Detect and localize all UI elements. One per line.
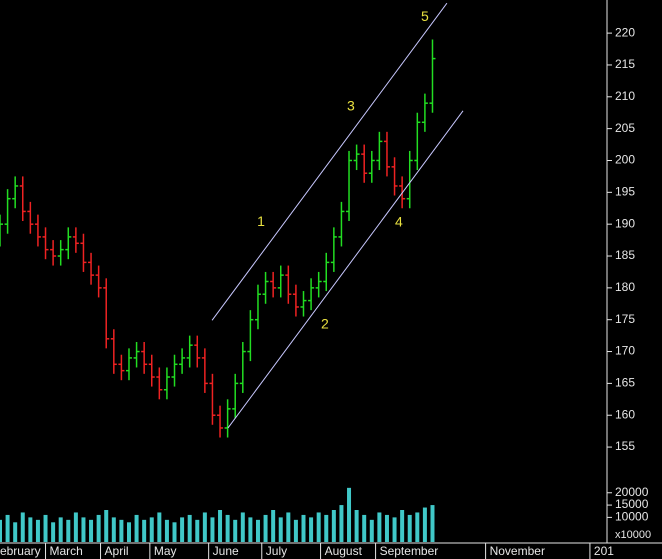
y-tick-label: 175 [615,312,635,326]
volume-bar [362,514,367,542]
volume-bar [195,519,200,542]
volume-bar [89,519,94,542]
volume-bar [43,514,48,542]
volume-bar [104,510,109,542]
volume-bar [271,510,276,542]
x-tick-label: March [50,544,83,558]
volume-bar [278,517,283,542]
wave-label: 1 [257,213,265,229]
volume-bar [225,514,230,542]
volume-bar [81,517,86,542]
x-tick-label: May [154,544,177,558]
volume-bar [309,517,314,542]
volume-bar [157,512,162,542]
volume-bar [240,512,245,542]
y-tick-label: 205 [615,121,635,135]
wave-label: 3 [347,98,355,114]
volume-bar [66,519,71,542]
volume-bar [286,512,291,542]
volume-unit-label: x10000 [615,529,651,541]
y-tick-label: 200 [615,153,635,167]
y-tick-label: 220 [615,25,635,39]
y-tick-label: 160 [615,407,635,421]
y-tick-label: 210 [615,89,635,103]
x-tick-label: August [325,544,363,558]
volume-bar [324,514,329,542]
volume-bar [400,510,405,542]
volume-bar [134,514,139,542]
volume-bar [172,522,177,542]
x-tick-label: July [266,544,287,558]
volume-bar [149,517,154,542]
volume-bar [142,519,147,542]
volume-bar [301,514,306,542]
volume-bar [422,507,427,542]
volume-bar [248,517,253,542]
x-tick-label: September [380,544,439,558]
volume-bar [263,514,268,542]
x-tick-label: February [0,544,41,558]
volume-bar [347,487,352,542]
volume-bar [339,505,344,542]
volume-bar [111,517,116,542]
wave-label: 5 [421,8,429,24]
y-tick-label: 180 [615,280,635,294]
volume-bar [96,514,101,542]
volume-bar [187,514,192,542]
x-tick-label: April [105,544,129,558]
volume-bar [51,522,56,542]
volume-bar [28,517,33,542]
y-tick-label: 155 [615,439,635,453]
volume-bar [126,522,131,542]
y-tick-label: 165 [615,376,635,390]
y-tick-label: 215 [615,57,635,71]
trend-line [211,2,448,321]
volume-bar [218,510,223,542]
volume-bar [377,512,382,542]
volume-bar [119,519,124,542]
trend-line [227,110,464,429]
volume-bar [255,519,260,542]
volume-bar [293,519,298,542]
volume-bar [58,517,63,542]
volume-bar [180,517,185,542]
volume-bar [430,505,435,542]
volume-bar [233,519,238,542]
volume-bar [407,514,412,542]
volume-tick-label: 20000 [615,485,649,499]
x-tick-label: November [490,544,545,558]
volume-bar [0,519,2,542]
volume-bar [384,514,389,542]
wave-label: 2 [321,315,329,331]
y-tick-label: 185 [615,248,635,262]
volume-bar [35,519,40,542]
x-tick-label: 201 [594,544,614,558]
volume-tick-label: 15000 [615,497,649,511]
y-tick-label: 190 [615,216,635,230]
volume-bar [73,512,78,542]
y-tick-label: 195 [615,185,635,199]
volume-bar [415,512,420,542]
volume-tick-label: 10000 [615,510,649,524]
volume-bar [369,519,374,542]
volume-bar [5,514,10,542]
volume-bar [202,512,207,542]
volume-bar [20,512,25,542]
volume-bar [210,517,215,542]
wave-label: 4 [395,214,403,230]
volume-bar [331,510,336,542]
volume-bar [316,512,321,542]
volume-bar [392,517,397,542]
y-tick-label: 170 [615,344,635,358]
x-tick-label: June [213,544,239,558]
volume-bar [13,522,18,542]
volume-bar [164,519,169,542]
volume-bar [354,510,359,542]
